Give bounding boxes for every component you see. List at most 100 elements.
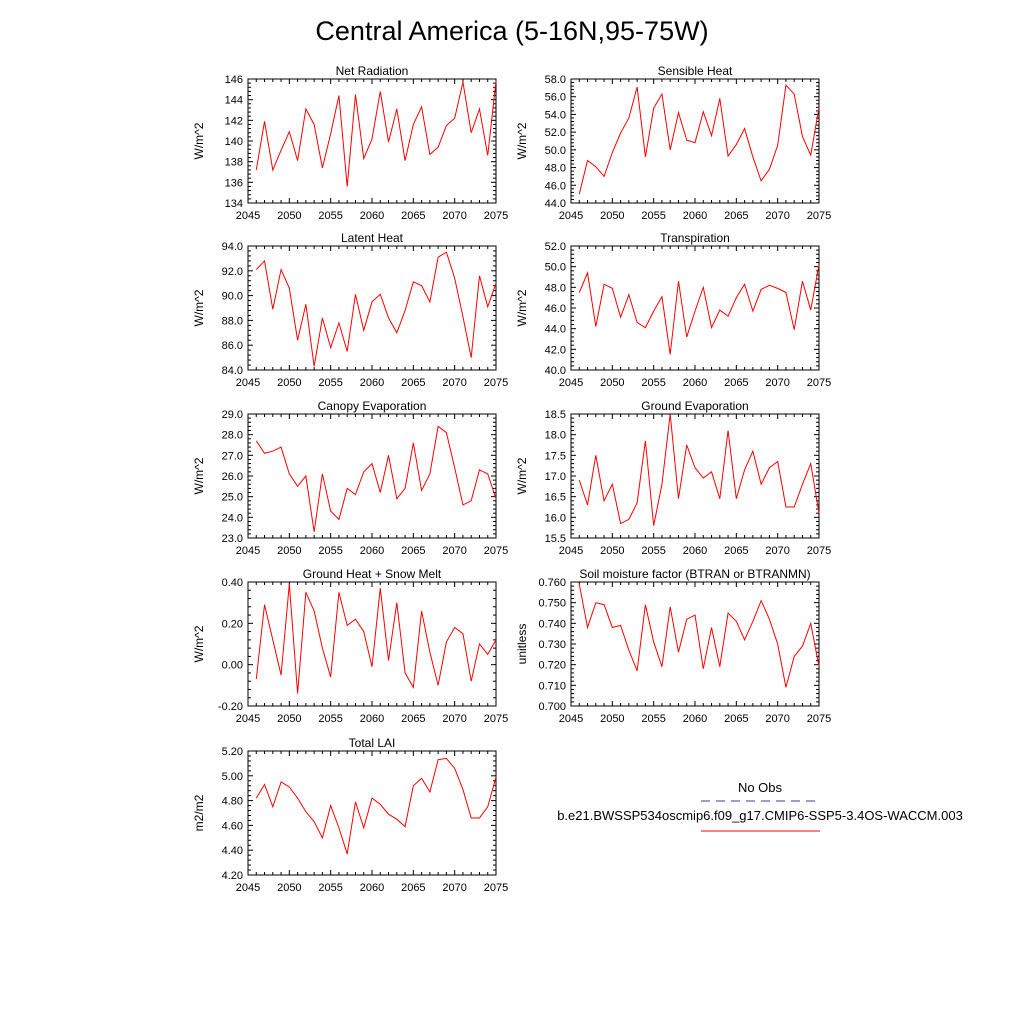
panels: Net Radiation W/m^2 2045 2050 2055 2060 2065 20… (192, 64, 831, 894)
y-tick-label: 84.0 (222, 365, 243, 377)
y-tick-label: 52.0 (545, 127, 566, 139)
y-axis-label: W/m^2 (192, 625, 206, 662)
panel-frame (247, 413, 497, 539)
y-tick-label: 146 (225, 74, 243, 86)
x-tick-label: 2045 (236, 545, 260, 557)
x-tick-label: 2045 (236, 882, 260, 894)
y-tick-label: 140 (225, 136, 243, 148)
panel-ground-evaporation: Ground Evaporation W/m^2 2045 2050 2055 2060 2… (515, 399, 831, 557)
legend-case-label: b.e21.BWSSP534oscmip6.f09_g17.CMIP6-SSP5… (557, 808, 963, 823)
y-tick-label: 15.5 (545, 533, 566, 545)
panel-soil-moisture-factor-btran-or-btranmn: Soil moisture factor (BTRAN or BTRANMN) u… (515, 567, 831, 725)
x-tick-label: 2050 (277, 713, 301, 725)
y-tick-label: 24.0 (222, 512, 243, 524)
x-tick-label: 2045 (559, 545, 583, 557)
x-tick-label: 2045 (236, 713, 260, 725)
y-tick-label: 88.0 (222, 315, 243, 327)
y-axis-label: m2/m2 (192, 794, 206, 831)
y-tick-label: 0.00 (222, 660, 243, 672)
y-tick-label: 4.60 (222, 820, 243, 832)
x-tick-label: 2075 (807, 713, 831, 725)
figure-title: Central America (5-16N,95-75W) (315, 16, 708, 46)
x-tick-label: 2045 (559, 713, 583, 725)
y-tick-label: 4.80 (222, 796, 243, 808)
x-tick-label: 2050 (277, 210, 301, 222)
y-tick-label: 50.0 (545, 145, 566, 157)
y-tick-label: 27.0 (222, 450, 243, 462)
y-tick-label: 18.0 (545, 430, 566, 442)
panel-latent-heat: Latent Heat W/m^2 2045 2050 2055 2060 2065 2070… (192, 231, 508, 389)
x-tick-label: 2060 (360, 713, 384, 725)
y-tick-label: 0.750 (538, 598, 566, 610)
x-tick-label: 2055 (318, 713, 342, 725)
x-tick-label: 2065 (401, 377, 425, 389)
x-tick-label: 2045 (236, 377, 260, 389)
series-line-net-radiation (255, 81, 497, 187)
y-tick-label: 0.700 (538, 701, 566, 713)
y-tick-label: 54.0 (545, 109, 566, 121)
y-tick-label: 26.0 (222, 471, 243, 483)
y-tick-label: 44.0 (545, 198, 566, 210)
y-axis-label: W/m^2 (192, 122, 206, 159)
x-tick-label: 2065 (401, 882, 425, 894)
series-line-total-lai (255, 757, 497, 855)
y-tick-label: 44.0 (545, 324, 566, 336)
series-line-latent-heat (255, 251, 497, 367)
y-tick-label: 4.20 (222, 870, 243, 882)
y-tick-label: 16.5 (545, 492, 566, 504)
x-tick-label: 2050 (600, 210, 624, 222)
y-tick-label: 42.0 (545, 344, 566, 356)
panel-frame (570, 413, 820, 539)
series-line-sensible-heat (578, 84, 820, 195)
x-tick-label: 2060 (360, 882, 384, 894)
y-tick-label: 48.0 (545, 282, 566, 294)
y-axis-label: unitless (515, 624, 529, 665)
x-tick-label: 2055 (641, 545, 665, 557)
y-tick-label: 17.5 (545, 450, 566, 462)
x-tick-label: 2050 (600, 377, 624, 389)
panel-ground-heat-snow-melt: Ground Heat + Snow Melt W/m^2 2045 2050 2055… (192, 567, 508, 725)
x-tick-label: 2045 (236, 210, 260, 222)
y-axis-label: W/m^2 (515, 122, 529, 159)
y-tick-label: 0.730 (538, 639, 566, 651)
series-line-ground-evaporation (578, 413, 820, 526)
y-tick-label: 50.0 (545, 262, 566, 274)
panel-frame (247, 750, 497, 876)
series-line-canopy-evaporation (255, 425, 497, 532)
y-tick-label: 144 (225, 95, 243, 107)
y-tick-label: 4.40 (222, 845, 243, 857)
y-tick-label: 46.0 (545, 180, 566, 192)
x-tick-label: 2070 (442, 377, 466, 389)
x-tick-label: 2070 (765, 713, 789, 725)
x-tick-label: 2060 (683, 545, 707, 557)
panel-net-radiation: Net Radiation W/m^2 2045 2050 2055 2060 2065 20… (192, 64, 508, 222)
y-axis-label: W/m^2 (192, 289, 206, 326)
y-tick-label: 28.0 (222, 430, 243, 442)
x-tick-label: 2055 (641, 713, 665, 725)
series-line-ground-heat-snow-melt (255, 584, 497, 694)
panel-title: Transpiration (660, 231, 730, 245)
panel-frame (570, 245, 820, 371)
legend: No Obs b.e21.BWSSP534oscmip6.f09_g17.CMI… (557, 780, 963, 832)
y-tick-label: 94.0 (222, 241, 243, 253)
y-tick-label: 138 (225, 157, 243, 169)
y-tick-label: 134 (225, 198, 243, 210)
panel-title: Ground Evaporation (641, 399, 748, 413)
panel-title: Net Radiation (336, 64, 409, 78)
panel-title: Total LAI (349, 736, 396, 750)
legend-obs-label: No Obs (738, 780, 783, 795)
x-tick-label: 2045 (559, 377, 583, 389)
y-tick-label: 56.0 (545, 92, 566, 104)
y-tick-label: 0.740 (538, 618, 566, 630)
y-tick-label: 92.0 (222, 266, 243, 278)
y-tick-label: 0.720 (538, 660, 566, 672)
y-tick-label: 18.5 (545, 409, 566, 421)
x-tick-label: 2055 (641, 377, 665, 389)
y-axis-label: W/m^2 (192, 457, 206, 494)
x-tick-label: 2075 (484, 377, 508, 389)
x-tick-label: 2050 (277, 882, 301, 894)
x-tick-label: 2070 (765, 545, 789, 557)
x-tick-label: 2070 (442, 882, 466, 894)
x-tick-label: 2050 (277, 545, 301, 557)
